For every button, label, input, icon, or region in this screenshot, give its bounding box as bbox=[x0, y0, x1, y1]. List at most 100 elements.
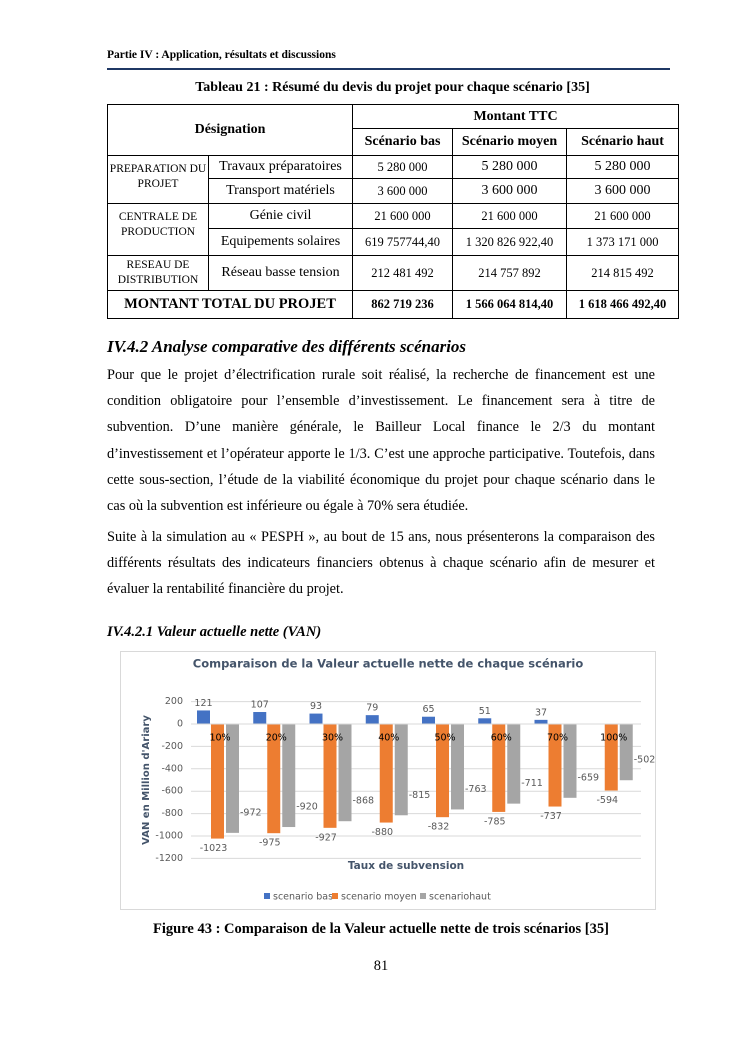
page-number: 81 bbox=[373, 958, 389, 974]
data-label: 79 bbox=[366, 703, 378, 714]
data-label: -927 bbox=[315, 832, 337, 843]
x-tick-label: 30% bbox=[322, 733, 343, 744]
y-tick-label: 0 bbox=[177, 719, 183, 730]
data-label: -711 bbox=[521, 778, 543, 789]
y-tick-label: -400 bbox=[161, 763, 183, 774]
bar bbox=[604, 724, 618, 791]
bar bbox=[436, 724, 449, 818]
bar bbox=[619, 724, 633, 781]
value-cell: 21 600 000 bbox=[452, 203, 568, 229]
bar bbox=[365, 715, 379, 724]
data-label: -972 bbox=[240, 807, 262, 818]
legend-label: scenario bas bbox=[273, 892, 333, 903]
paragraph: Suite à la simulation au « PESPH », au b… bbox=[107, 529, 655, 598]
data-label: -975 bbox=[259, 838, 281, 849]
x-tick-label: 100% bbox=[600, 733, 627, 744]
y-tick-label: -200 bbox=[161, 741, 183, 752]
x-axis-title: Taux de subvension bbox=[348, 860, 464, 872]
group-cell: RESEAU DE DISTRIBUTION bbox=[107, 255, 209, 291]
total-cell: 862 719 236 bbox=[352, 290, 454, 319]
x-tick-label: 70% bbox=[547, 733, 568, 744]
y-axis-title: VAN en Million d'Ariary bbox=[141, 715, 152, 845]
item-cell: Travaux préparatoires bbox=[207, 155, 354, 179]
bar bbox=[323, 724, 337, 828]
data-label: -815 bbox=[409, 790, 431, 801]
total-cell: 1 618 466 492,40 bbox=[566, 290, 680, 319]
budget-table: Désignation Montant TTC Scénario bas Scéna… bbox=[106, 104, 680, 319]
value-cell: 5 280 000 bbox=[566, 155, 680, 179]
value-cell: 21 600 000 bbox=[352, 203, 454, 229]
value-cell: 21 600 000 bbox=[566, 203, 680, 229]
bar bbox=[507, 724, 521, 804]
item-cell: Génie civil bbox=[207, 203, 354, 229]
bar bbox=[534, 719, 548, 724]
legend-label: scenariohaut bbox=[429, 892, 491, 903]
chart: Comparaison de la Valeur actuelle nette … bbox=[141, 657, 655, 903]
data-label: -880 bbox=[371, 827, 393, 838]
data-label: -594 bbox=[596, 795, 618, 806]
value-cell: 5 280 000 bbox=[352, 155, 454, 179]
legend-label: scenario moyen bbox=[341, 892, 417, 903]
legend-swatch bbox=[264, 893, 270, 899]
total-label: MONTANT TOTAL DU PROJET bbox=[106, 290, 354, 319]
bar bbox=[211, 724, 224, 839]
group-cell: CENTRALE DE PRODUCTION bbox=[107, 203, 209, 256]
bar bbox=[267, 724, 281, 834]
data-label: 107 bbox=[251, 700, 269, 711]
x-tick-label: 20% bbox=[266, 733, 287, 744]
value-cell: 619 757744,40 bbox=[352, 228, 454, 256]
data-label: -920 bbox=[296, 802, 318, 813]
subsection-title: IV.4.2.1 Valeur actuelle nette (VAN) bbox=[107, 624, 322, 640]
bar bbox=[226, 724, 239, 833]
figure-caption: Figure 43 : Comparaison de la Valeur act… bbox=[153, 921, 609, 937]
data-label: -502 bbox=[634, 755, 655, 766]
bar bbox=[379, 724, 393, 823]
bar bbox=[253, 712, 267, 724]
chart-title: Comparaison de la Valeur actuelle nette … bbox=[193, 657, 584, 671]
table-header: Scénario moyen bbox=[452, 128, 568, 156]
table-header: Montant TTC bbox=[352, 104, 680, 129]
value-cell: 214 815 492 bbox=[566, 255, 680, 291]
y-tick-label: -1000 bbox=[155, 831, 183, 842]
data-label: -737 bbox=[540, 811, 562, 822]
paragraph: Pour que le projet d’électrification rur… bbox=[107, 367, 655, 515]
value-cell: 3 600 000 bbox=[352, 178, 454, 204]
table-header: Désignation bbox=[106, 104, 354, 156]
bar bbox=[563, 724, 577, 798]
value-cell: 5 280 000 bbox=[452, 155, 568, 179]
value-cell: 212 481 492 bbox=[352, 255, 454, 291]
table-header: Scénario bas bbox=[352, 128, 454, 156]
x-tick-label: 10% bbox=[209, 733, 230, 744]
data-label: 37 bbox=[535, 707, 547, 718]
value-cell: 3 600 000 bbox=[452, 178, 568, 204]
bar bbox=[282, 724, 296, 828]
bar bbox=[422, 716, 435, 724]
data-label: 93 bbox=[310, 701, 322, 712]
data-label: 51 bbox=[479, 706, 491, 717]
data-label: 65 bbox=[422, 704, 434, 715]
bar bbox=[451, 724, 464, 810]
y-tick-label: -800 bbox=[161, 808, 183, 819]
data-label: -785 bbox=[484, 816, 506, 827]
data-label: -868 bbox=[353, 796, 375, 807]
group-cell: PREPARATION DU PROJET bbox=[107, 155, 209, 204]
bar bbox=[338, 724, 352, 822]
value-cell: 214 757 892 bbox=[452, 255, 568, 291]
value-cell: 1 373 171 000 bbox=[566, 228, 680, 256]
bar bbox=[492, 724, 506, 812]
header-rule bbox=[107, 68, 670, 70]
data-label: -1023 bbox=[200, 843, 228, 854]
running-header: Partie IV : Application, résultats et di… bbox=[107, 49, 336, 61]
x-tick-label: 50% bbox=[434, 733, 455, 744]
total-cell: 1 566 064 814,40 bbox=[452, 290, 568, 319]
y-tick-label: 200 bbox=[165, 696, 183, 707]
section-title: IV.4.2 Analyse comparative des différent… bbox=[107, 337, 467, 356]
y-tick-label: -1200 bbox=[155, 853, 183, 864]
table-header: Scénario haut bbox=[566, 128, 680, 156]
bar bbox=[394, 724, 408, 816]
table-caption: Tableau 21 : Résumé du devis du projet p… bbox=[195, 80, 590, 95]
chart-frame: Comparaison de la Valeur actuelle nette … bbox=[120, 651, 656, 910]
x-tick-label: 40% bbox=[378, 733, 399, 744]
bar bbox=[309, 713, 323, 724]
